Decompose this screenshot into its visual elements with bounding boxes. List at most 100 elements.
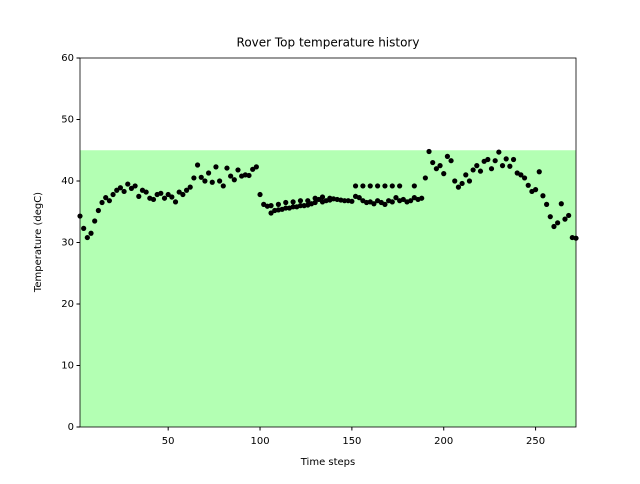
point bbox=[228, 173, 234, 179]
point bbox=[95, 207, 101, 214]
point bbox=[422, 175, 428, 181]
point bbox=[290, 199, 296, 205]
point bbox=[371, 201, 377, 207]
y-tick-label: 0 bbox=[68, 422, 74, 433]
point bbox=[419, 195, 425, 201]
point bbox=[99, 199, 105, 206]
point bbox=[268, 210, 274, 216]
point bbox=[106, 198, 112, 204]
point bbox=[360, 183, 366, 189]
point bbox=[507, 163, 513, 169]
point bbox=[389, 199, 395, 205]
point bbox=[205, 170, 212, 176]
y-tick-label: 50 bbox=[61, 115, 74, 126]
point bbox=[499, 163, 506, 169]
point bbox=[297, 203, 304, 209]
point bbox=[444, 153, 451, 159]
point bbox=[393, 195, 399, 201]
point bbox=[496, 149, 502, 155]
y-tick-label: 30 bbox=[61, 238, 74, 249]
point bbox=[382, 183, 388, 189]
point bbox=[117, 185, 124, 191]
point bbox=[544, 201, 550, 207]
point bbox=[474, 163, 480, 169]
y-tick-label: 60 bbox=[61, 53, 74, 64]
point bbox=[540, 193, 546, 199]
point bbox=[231, 177, 237, 183]
point bbox=[198, 174, 204, 180]
point bbox=[441, 171, 447, 177]
point bbox=[551, 223, 557, 230]
point bbox=[81, 225, 87, 231]
chart-title: Rover Top temperature history bbox=[237, 36, 420, 50]
point bbox=[194, 162, 201, 168]
point bbox=[389, 183, 395, 189]
point bbox=[477, 168, 484, 174]
point bbox=[510, 156, 517, 163]
point bbox=[400, 196, 406, 203]
point bbox=[566, 212, 572, 219]
point bbox=[397, 183, 403, 189]
point bbox=[521, 175, 528, 181]
point bbox=[172, 199, 179, 205]
point bbox=[209, 179, 215, 185]
point bbox=[426, 148, 432, 155]
point bbox=[176, 189, 182, 195]
point bbox=[136, 193, 142, 199]
point bbox=[180, 191, 186, 198]
point bbox=[452, 178, 458, 184]
point bbox=[92, 218, 98, 224]
point bbox=[382, 201, 388, 207]
point bbox=[352, 183, 359, 189]
point bbox=[459, 180, 465, 187]
point bbox=[158, 190, 164, 196]
point bbox=[463, 172, 469, 178]
point bbox=[121, 188, 127, 195]
point bbox=[408, 198, 414, 204]
point bbox=[283, 199, 289, 206]
point bbox=[319, 194, 326, 200]
point bbox=[470, 167, 476, 173]
point bbox=[88, 230, 94, 236]
point bbox=[536, 169, 542, 175]
point bbox=[455, 184, 462, 190]
point bbox=[555, 220, 561, 226]
point bbox=[485, 156, 491, 163]
point bbox=[143, 189, 149, 195]
y-axis-label: Temperature (degC) bbox=[33, 192, 44, 293]
point bbox=[305, 198, 311, 204]
x-axis-label: Time steps bbox=[300, 457, 356, 468]
point bbox=[257, 191, 263, 198]
x-tick-label: 250 bbox=[526, 436, 545, 447]
point bbox=[250, 166, 256, 172]
point bbox=[488, 166, 495, 172]
point bbox=[128, 185, 135, 191]
point bbox=[562, 216, 568, 222]
point bbox=[183, 187, 190, 193]
point bbox=[437, 163, 443, 169]
point bbox=[503, 156, 509, 162]
point bbox=[220, 183, 226, 189]
point bbox=[103, 195, 109, 201]
point bbox=[213, 164, 219, 170]
point bbox=[466, 178, 473, 184]
y-tick-label: 20 bbox=[61, 299, 74, 310]
point bbox=[430, 159, 436, 166]
point bbox=[356, 195, 362, 201]
point bbox=[253, 164, 259, 170]
x-tick-label: 150 bbox=[342, 436, 361, 447]
x-tick-label: 100 bbox=[250, 436, 269, 447]
point bbox=[217, 178, 223, 184]
point bbox=[235, 167, 241, 173]
point bbox=[84, 234, 90, 241]
point bbox=[169, 194, 175, 200]
point bbox=[525, 182, 531, 188]
point bbox=[161, 195, 168, 201]
point bbox=[150, 196, 157, 203]
point bbox=[312, 195, 318, 201]
plot-frame bbox=[79, 57, 577, 428]
x-tick-label: 200 bbox=[434, 436, 453, 447]
y-tick-label: 40 bbox=[61, 176, 74, 187]
point bbox=[165, 191, 171, 198]
point bbox=[492, 158, 498, 164]
